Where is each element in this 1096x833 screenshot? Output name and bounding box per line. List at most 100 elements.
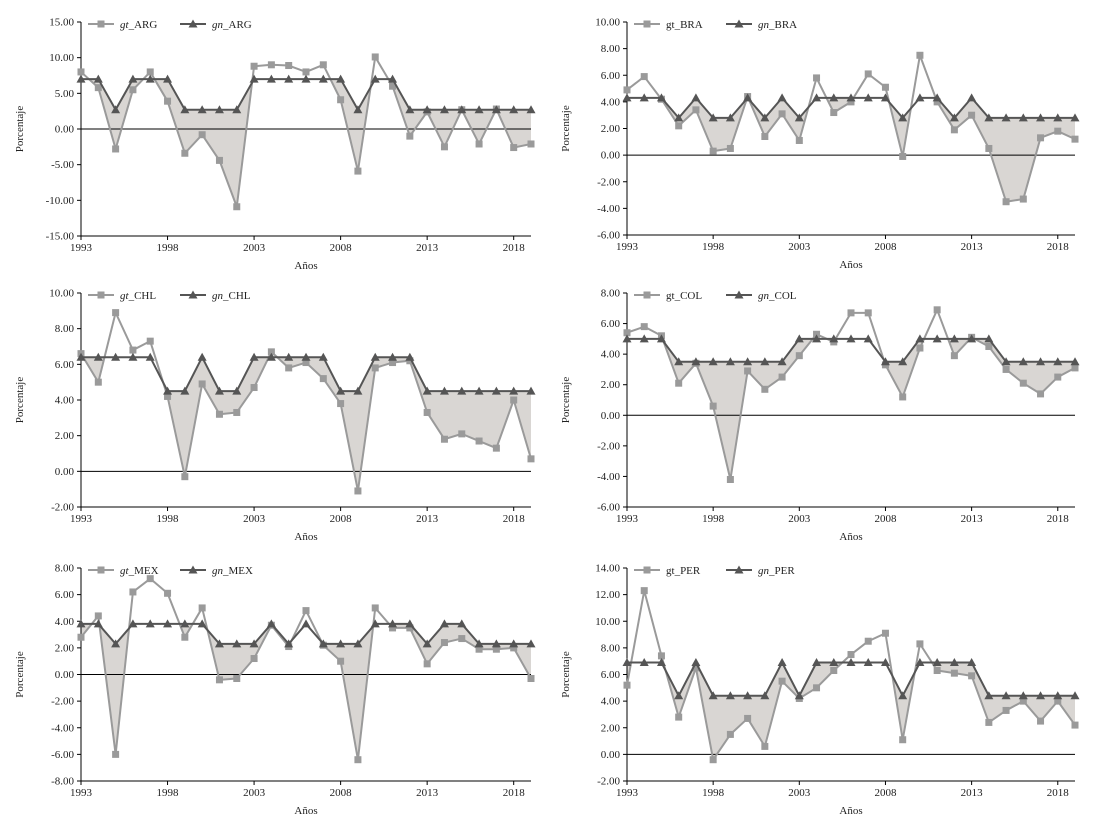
legend-label-prefix: gt (120, 19, 130, 31)
data-point (812, 334, 822, 343)
data-point (111, 352, 121, 361)
data-point (795, 136, 803, 144)
data-point (371, 364, 379, 372)
series-line-gt_per (626, 589, 1076, 761)
data-point (1018, 691, 1028, 700)
data-point (1071, 364, 1079, 372)
data-point (726, 475, 734, 483)
data-point (846, 93, 856, 102)
data-point (863, 658, 873, 667)
y-tick-label: -10.00 (46, 195, 75, 207)
data-point (491, 105, 501, 114)
data-point (726, 730, 734, 738)
y-axis-label: Porcentaje (14, 377, 26, 424)
data-point (1001, 113, 1011, 122)
data-point (112, 309, 120, 317)
data-point (302, 607, 310, 615)
data-point (916, 344, 924, 352)
data-point (164, 392, 172, 400)
data-point (777, 658, 787, 667)
y-tick-label: 0.00 (601, 410, 621, 422)
data-point (709, 402, 717, 410)
legend-marker (188, 565, 198, 574)
data-point (709, 756, 717, 764)
data-point (950, 352, 958, 360)
data-point (932, 93, 942, 102)
data-point (830, 667, 838, 675)
data-point (457, 105, 467, 114)
legend-marker (188, 290, 198, 299)
data-point (440, 143, 448, 151)
data-point (949, 334, 959, 343)
y-tick-label: -8.00 (51, 776, 74, 788)
data-point (337, 657, 345, 665)
data-point (474, 639, 484, 648)
y-axis-label: Porcentaje (14, 651, 26, 698)
data-point (76, 619, 86, 628)
legend-label: gt_ARG (120, 19, 157, 31)
data-point (319, 375, 327, 383)
legend: gt_BRA gn_BRA (634, 19, 797, 31)
data-point (743, 93, 753, 102)
legend-marker (97, 291, 105, 299)
data-point (725, 113, 735, 122)
legend-label: gn_PER (758, 565, 795, 577)
data-point (267, 61, 275, 69)
legend-label-suffix: _MEX (222, 565, 253, 577)
data-point (623, 86, 631, 94)
shaded-gap-area (277, 357, 531, 491)
data-point (640, 587, 648, 595)
data-point (232, 105, 242, 114)
data-point (1019, 697, 1027, 705)
data-point (336, 386, 346, 395)
data-point (813, 330, 821, 338)
data-point (880, 357, 890, 366)
data-point (198, 604, 206, 612)
data-point (1019, 379, 1027, 387)
data-point (510, 644, 518, 652)
data-point (725, 691, 735, 700)
data-point (458, 430, 466, 438)
data-point (233, 203, 241, 211)
data-point (812, 658, 822, 667)
y-tick-label: 2.00 (601, 722, 621, 734)
x-tick-label: 2003 (788, 241, 811, 253)
y-tick-label: 4.00 (55, 616, 75, 628)
y-tick-label: -4.00 (597, 471, 620, 483)
data-point (318, 352, 328, 361)
legend-label-prefix: gt (666, 19, 675, 31)
data-point (656, 334, 666, 343)
x-tick-label: 1998 (157, 242, 180, 254)
data-point (388, 619, 398, 628)
data-point (214, 105, 224, 114)
data-point (691, 93, 701, 102)
x-tick-label: 2018 (503, 242, 526, 254)
data-point (830, 109, 838, 117)
data-point (864, 309, 872, 317)
data-point (440, 435, 448, 443)
data-point (880, 658, 890, 667)
x-tick-label: 1998 (157, 787, 180, 799)
y-tick-label: -2.00 (597, 176, 620, 188)
data-point (180, 105, 190, 114)
y-tick-label: -5.00 (51, 159, 74, 171)
data-point (915, 93, 925, 102)
data-point (744, 367, 752, 375)
data-point (657, 652, 665, 660)
data-point (829, 93, 839, 102)
data-point (474, 105, 484, 114)
data-point (492, 645, 500, 653)
x-axis-label: Años (839, 805, 862, 817)
data-point (761, 132, 769, 140)
x-tick-label: 2003 (788, 513, 811, 525)
legend-label-suffix: _PER (674, 565, 701, 577)
data-point (898, 357, 908, 366)
y-tick-label: 10.00 (49, 288, 74, 300)
data-point (249, 639, 259, 648)
data-point (984, 334, 994, 343)
data-point (93, 74, 103, 83)
y-tick-label: 10.00 (595, 17, 620, 29)
data-point (146, 575, 154, 583)
x-tick-label: 2013 (961, 787, 984, 799)
data-point (1053, 357, 1063, 366)
